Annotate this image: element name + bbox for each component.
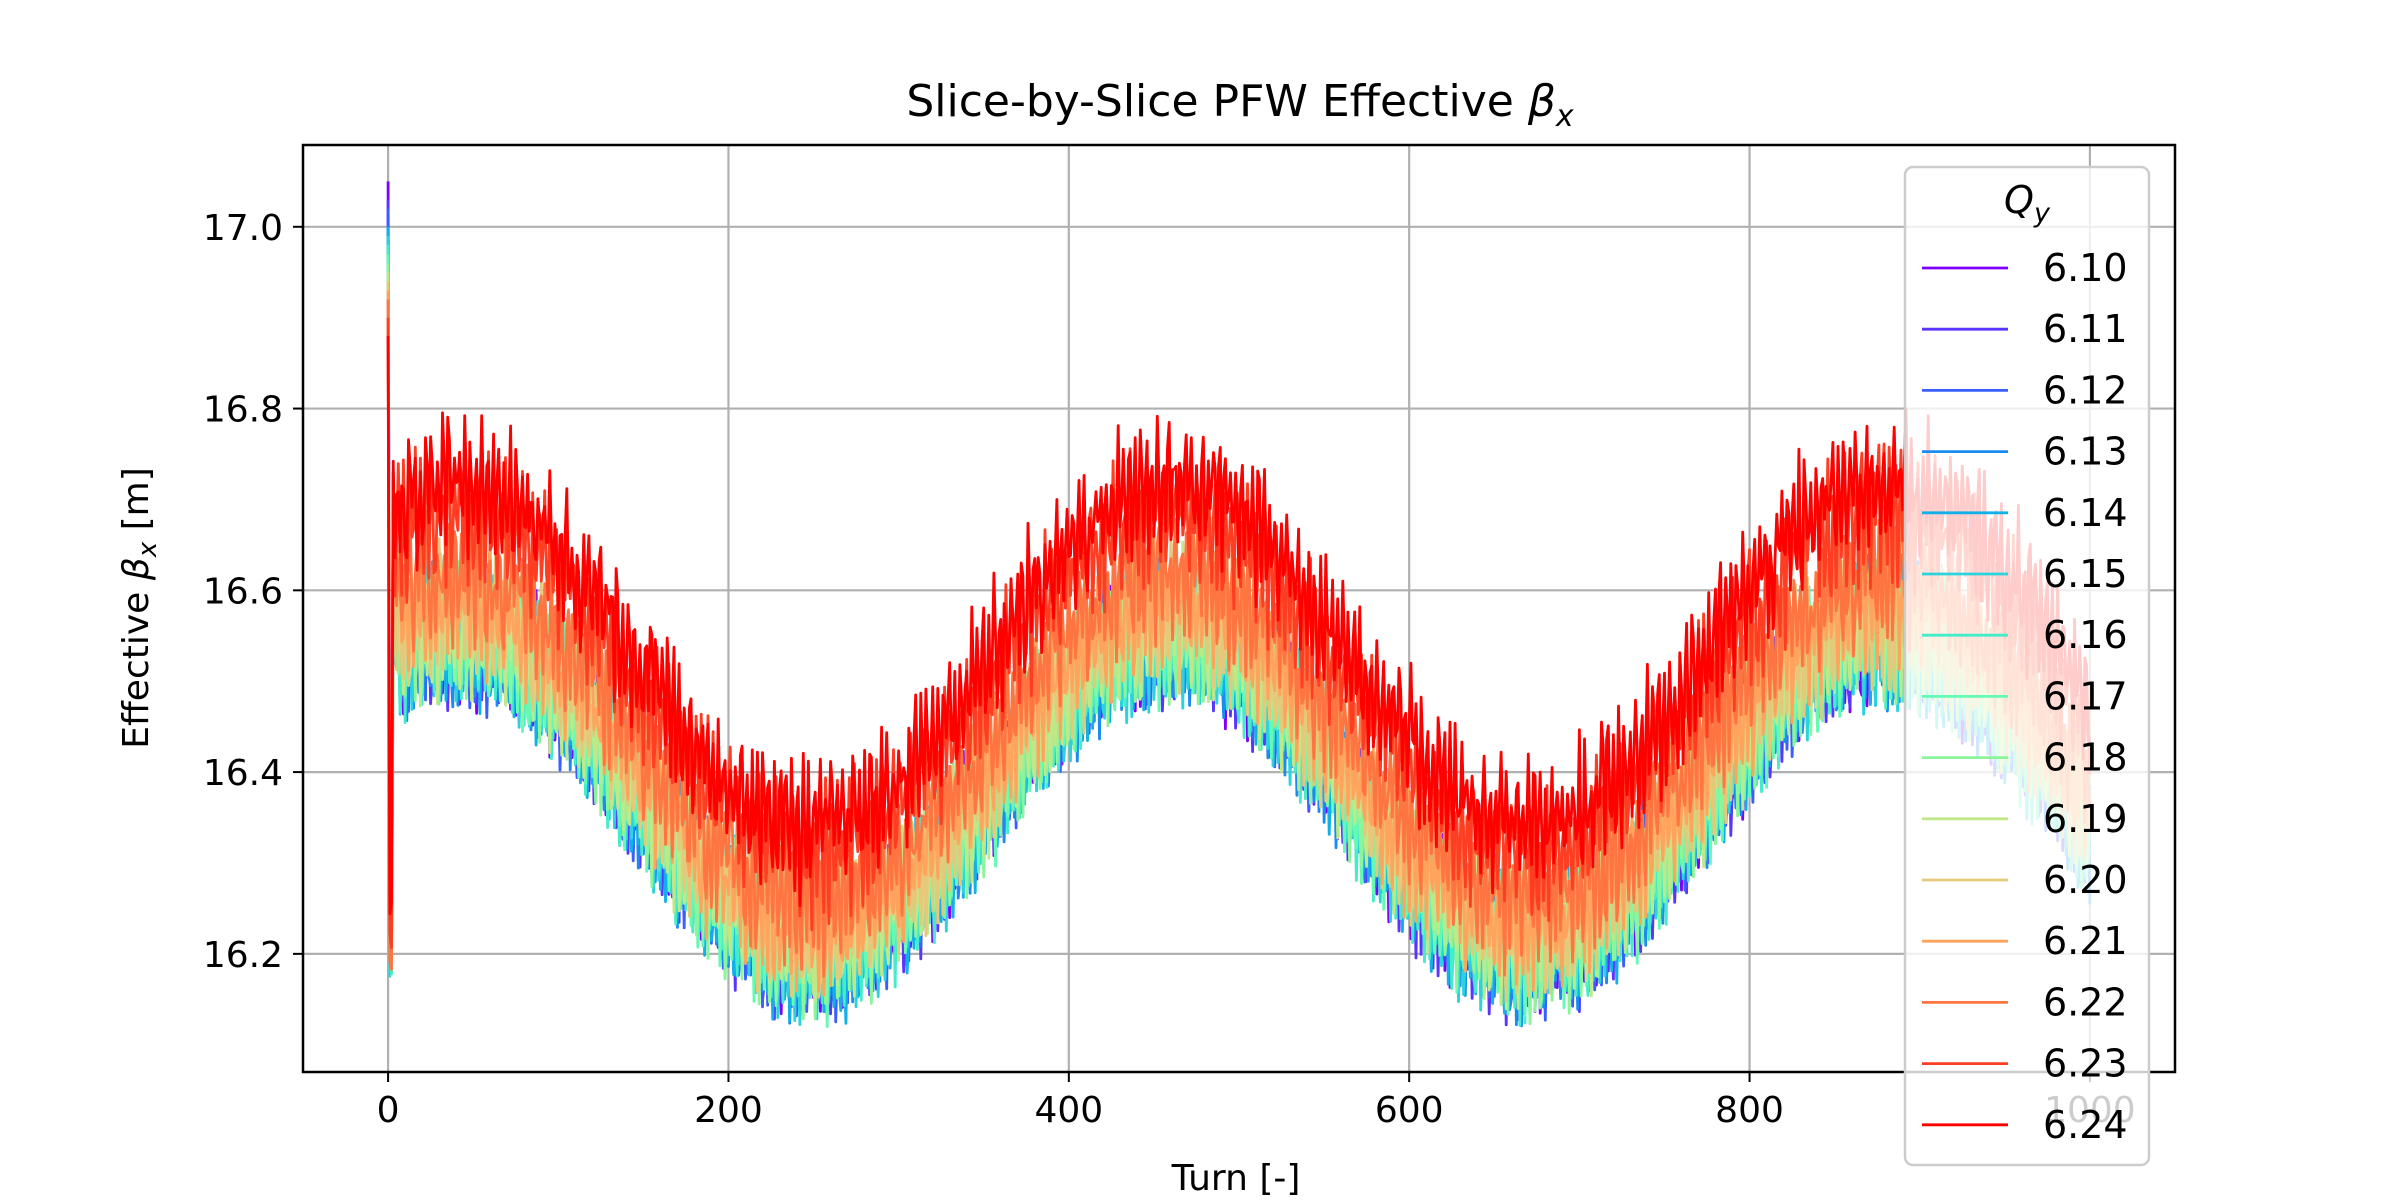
- y-tick-label: 16.4: [203, 753, 283, 794]
- plot-frame: [301, 143, 2177, 1074]
- legend-label: 6.24: [2043, 1103, 2128, 1147]
- x-tick-label: 0: [377, 1090, 400, 1131]
- y-axis-label: Effective βx [m]: [116, 467, 163, 749]
- legend-label: 6.15: [2043, 552, 2128, 596]
- x-tick-label: 400: [1034, 1090, 1103, 1131]
- y-tick-label: 16.8: [203, 390, 283, 431]
- legend-label: 6.11: [2043, 307, 2128, 351]
- legend-label: 6.12: [2043, 368, 2128, 412]
- series-group: [386, 181, 2092, 1028]
- legend-label: 6.19: [2043, 797, 2128, 841]
- legend-label: 6.17: [2043, 674, 2128, 718]
- legend-label: 6.23: [2043, 1042, 2128, 1086]
- legend-title: Qy: [2004, 178, 2051, 229]
- chart-title: Slice-by-Slice PFW Effective βx: [906, 76, 1574, 134]
- legend-label: 6.18: [2043, 736, 2128, 780]
- series-line-6.22: [386, 299, 2092, 978]
- y-tick-label: 16.2: [203, 935, 283, 976]
- legend-box: [1903, 165, 2151, 1167]
- legend-label: 6.13: [2043, 430, 2128, 474]
- x-tick-label: 200: [694, 1090, 763, 1131]
- x-tick-label: 600: [1375, 1090, 1444, 1131]
- y-tick-label: 17.0: [203, 208, 283, 249]
- legend-label: 6.20: [2043, 858, 2128, 902]
- y-tick-label: 16.6: [203, 571, 283, 612]
- legend-label: 6.21: [2043, 919, 2128, 963]
- series-line-6.24: [386, 335, 2092, 916]
- legend-label: 6.16: [2043, 613, 2128, 657]
- legend-label: 6.14: [2043, 491, 2128, 535]
- x-tick-label: 800: [1715, 1090, 1784, 1131]
- legend: Qy 6.106.116.126.136.146.156.166.176.186…: [1903, 165, 2151, 1167]
- legend-entries: 6.10 6.11 6.12 6.13 6.14 6.15 6.16 6.17 6.18 6.19…: [1922, 246, 2128, 1147]
- legend-label: 6.10: [2043, 246, 2128, 290]
- legend-label: 6.22: [2043, 980, 2128, 1024]
- x-axis-label: Turn [-]: [1171, 1158, 1301, 1199]
